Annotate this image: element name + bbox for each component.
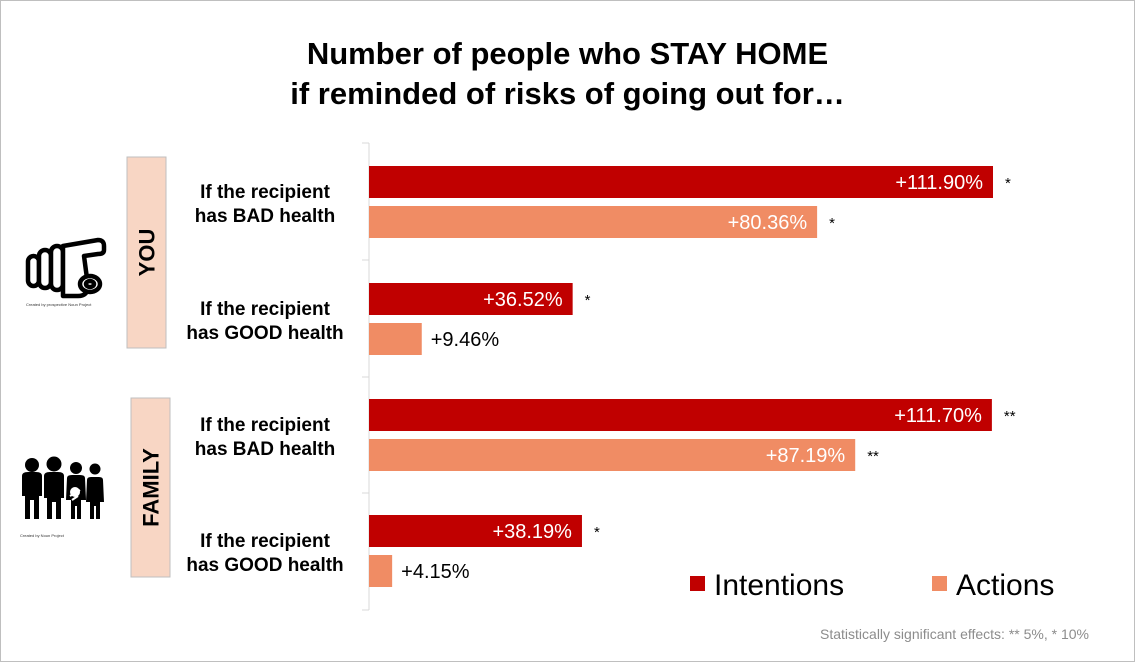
bar-intentions <box>369 515 582 547</box>
category-axis-ticks <box>362 142 369 611</box>
category-label: If the recipient has BAD health <box>195 415 335 460</box>
data-label-actions: +87.19% <box>766 445 846 467</box>
legend-label-actions: Actions <box>956 569 1054 602</box>
bars: +111.90% * +36.52% * +111.70% ** +38.19% * +80.3… <box>369 166 1016 587</box>
icon-credit-family: Created by Noun Project <box>20 533 65 538</box>
significance-marker: * <box>1005 175 1011 192</box>
category-label: If the recipient has GOOD health <box>186 299 343 344</box>
significance-marker: ** <box>867 448 879 465</box>
group-labels: YOU FAMILY <box>126 156 171 578</box>
group-label-you: YOU <box>135 229 160 277</box>
bar-actions <box>369 439 856 471</box>
bar-intentions <box>369 283 573 315</box>
legend: Intentions Actions <box>690 569 1054 602</box>
chart-title-line-1: Number of people who STAY HOME <box>306 36 829 71</box>
category-labels: If the recipient has BAD health If the rec… <box>186 182 343 576</box>
legend-swatch-actions <box>932 576 947 591</box>
significance-marker: * <box>594 524 600 541</box>
icon-credit-you: Created by prospective Noun Project <box>26 302 92 307</box>
data-label-intentions: +38.19% <box>492 521 572 543</box>
bar-actions <box>369 206 818 238</box>
legend-label-intentions: Intentions <box>714 569 844 602</box>
group-icons: Created by prospective Noun Project Crea… <box>20 237 107 538</box>
category-label: If the recipient has GOOD health <box>186 531 343 576</box>
significance-footnote: Statistically significant effects: ** 5%… <box>820 626 1089 642</box>
data-label-intentions: +36.52% <box>483 289 563 311</box>
group-box-you <box>126 156 167 349</box>
data-label-intentions: +111.70% <box>894 405 982 427</box>
family-icon <box>22 456 104 519</box>
bar-actions <box>369 555 393 587</box>
legend-swatch-intentions <box>690 576 705 591</box>
group-label-family: FAMILY <box>139 448 164 527</box>
data-label-intentions: +111.90% <box>895 172 983 194</box>
group-box-family <box>130 397 171 578</box>
significance-marker: ** <box>1004 408 1016 425</box>
bar-actions <box>369 323 422 355</box>
significance-marker: * <box>585 292 591 309</box>
data-label-actions: +80.36% <box>728 212 808 234</box>
chart-title-line-2: if reminded of risks of going out for… <box>290 76 845 111</box>
pointing-hand-icon <box>25 237 107 299</box>
category-label: If the recipient has BAD health <box>195 182 335 227</box>
bar-intentions <box>369 399 992 431</box>
data-label-actions: +4.15% <box>401 561 470 583</box>
data-label-actions: +9.46% <box>431 329 500 351</box>
bar-intentions <box>369 166 993 198</box>
significance-marker: * <box>829 215 835 232</box>
